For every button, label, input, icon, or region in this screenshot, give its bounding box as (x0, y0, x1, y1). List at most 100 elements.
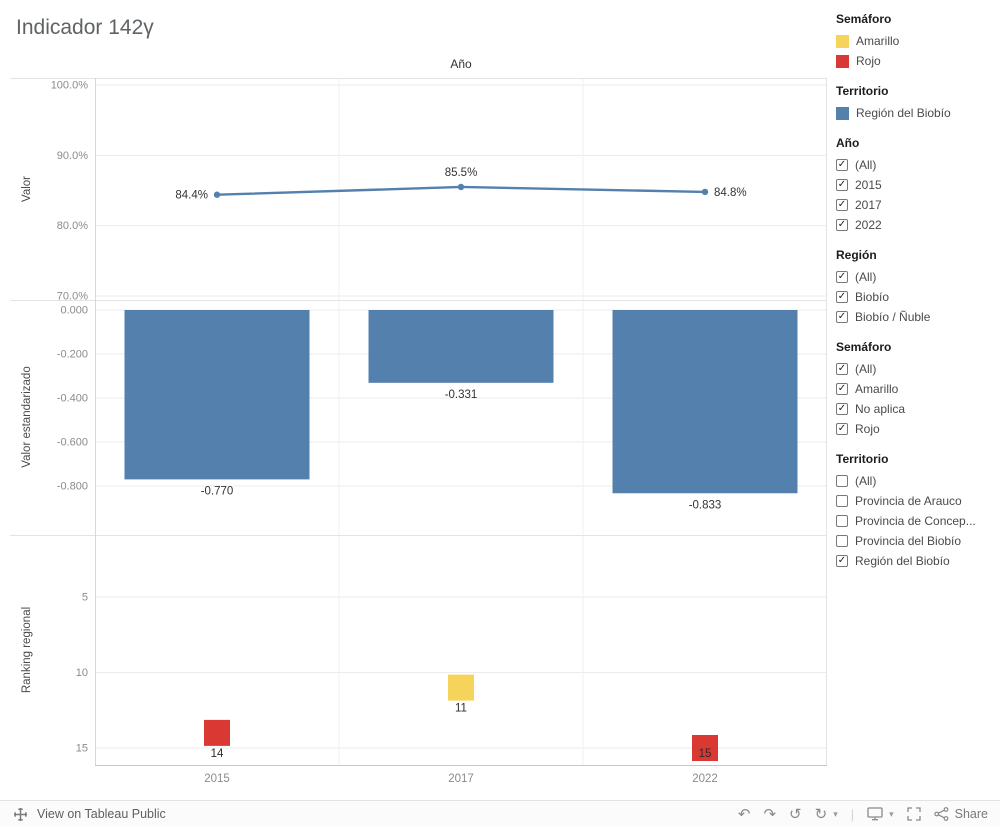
filter-item-rojo[interactable]: ✓ Rojo (836, 419, 998, 439)
item-label: Amarillo (856, 34, 900, 48)
checkbox-checked[interactable]: ✓ (836, 423, 848, 435)
legend-1-territorio: Territorio Región del Biobío (836, 84, 998, 123)
section-title: Semáforo (836, 340, 892, 354)
checkbox-checked[interactable]: ✓ (836, 383, 848, 395)
device-preview-icon[interactable] (867, 807, 883, 821)
checkbox-checked[interactable]: ✓ (836, 555, 848, 567)
legend-item-rojo[interactable]: Rojo (836, 51, 998, 71)
checkbox-checked[interactable]: ✓ (836, 179, 848, 191)
y-axis-title-ranking-regional: Ranking regional (21, 607, 33, 693)
item-label: Biobío / Ñuble (855, 310, 931, 324)
checkbox-checked[interactable]: ✓ (836, 291, 848, 303)
axis-tick-label: -0.600 (57, 437, 88, 449)
redo-icon[interactable]: ↷ (763, 805, 777, 823)
filter-item-biobío[interactable]: ✓ Biobío (836, 287, 998, 307)
item-label: (All) (855, 158, 877, 172)
item-label: (All) (855, 362, 877, 376)
bar-2022[interactable] (612, 310, 798, 494)
charts-canvas: 100.0% 90.0% 80.0% 70.0% 0.000 -0.200 -0.400 -0… (10, 57, 827, 785)
checkbox-checked[interactable]: ✓ (836, 311, 848, 323)
item-label: Región del Biobío (855, 554, 950, 568)
bar-label: -0.331 (445, 389, 478, 401)
item-label: Provincia de Arauco (855, 494, 962, 508)
checkbox-checked[interactable]: ✓ (836, 271, 848, 283)
checkbox-checked[interactable]: ✓ (836, 403, 848, 415)
legend-item-amarillo[interactable]: Amarillo (836, 31, 998, 51)
chevron-down-icon[interactable]: ▾ (833, 808, 838, 819)
filter-item-provincia-de-arauco[interactable]: Provincia de Arauco (836, 491, 998, 511)
checkbox-unchecked[interactable] (836, 515, 848, 527)
valor-point-2022[interactable] (701, 188, 709, 196)
toolbar-right: ↶ ↷ ↺ ↻ ▾ | ▾ (738, 807, 988, 822)
undo-icon[interactable]: ↶ (737, 805, 751, 823)
valor-point-label: 84.4% (175, 190, 208, 202)
filter-3-región: Región ✓ (All) ✓ Biobío ✓ Biobío / Ñuble (836, 248, 998, 327)
axis-tick-label: 80.0% (57, 220, 88, 232)
filter-item-2017[interactable]: ✓ 2017 (836, 195, 998, 215)
valor-point-label: 84.8% (714, 187, 747, 199)
filter-item-2015[interactable]: ✓ 2015 (836, 175, 998, 195)
filter-item-región-del-biobío[interactable]: ✓ Región del Biobío (836, 551, 998, 571)
bar-label: -0.770 (201, 485, 234, 497)
valor-point-2017[interactable] (457, 183, 465, 191)
item-label: Provincia del Biobío (855, 534, 962, 548)
filter-item-2022[interactable]: ✓ 2022 (836, 215, 998, 235)
fullscreen-icon[interactable] (906, 807, 921, 821)
filter-item-provincia-del-biobío[interactable]: Provincia del Biobío (836, 531, 998, 551)
filter-2-año: Año ✓ (All) ✓ 2015 ✓ 2017 ✓ 2022 (836, 136, 998, 235)
valor-point-2015[interactable] (213, 191, 221, 198)
axis-tick-label: 15 (76, 743, 88, 755)
legend-swatch (836, 34, 849, 48)
x-axis-header: Año (450, 57, 472, 71)
checkbox-checked[interactable]: ✓ (836, 159, 848, 171)
item-label: 2015 (855, 178, 882, 192)
legend-swatch (836, 54, 849, 68)
share-button-label: Share (954, 807, 988, 821)
item-label: (All) (855, 270, 877, 284)
filter-item-biobío-ñuble[interactable]: ✓ Biobío / Ñuble (836, 307, 998, 327)
section-title: Territorio (836, 84, 889, 98)
section-title: Semáforo (836, 12, 892, 26)
axis-tick-label: 5 (82, 592, 88, 604)
item-label: Biobío (855, 290, 890, 304)
rank-square-2017[interactable] (448, 674, 474, 701)
bar-2017[interactable] (368, 310, 554, 383)
toolbar-left: View on Tableau Public (12, 806, 166, 823)
filter-item-amarillo[interactable]: ✓ Amarillo (836, 379, 998, 399)
axis-tick-label: 10 (76, 667, 88, 679)
checkbox-checked[interactable]: ✓ (836, 199, 848, 211)
axis-tick-label: -0.800 (57, 481, 88, 493)
item-label: Rojo (856, 54, 881, 68)
filter-item-no-aplica[interactable]: ✓ No aplica (836, 399, 998, 419)
checkbox-checked[interactable]: ✓ (836, 363, 848, 375)
item-label: 2017 (855, 198, 882, 212)
filter-item-all[interactable]: ✓ (All) (836, 267, 998, 287)
legend-item-región-del-biobío[interactable]: Región del Biobío (836, 103, 998, 123)
bottom-toolbar: View on Tableau Public ↶ ↷ ↺ ↻ ▾ | ▾ (0, 800, 1000, 827)
chevron-down-icon[interactable]: ▾ (889, 808, 894, 819)
filter-item-all[interactable]: (All) (836, 471, 998, 491)
filter-4-semáforo: Semáforo ✓ (All) ✓ Amarillo ✓ No aplica ✓ Rojo (836, 340, 998, 439)
toolbar-separator: | (850, 806, 855, 822)
view-on-tableau-public-link[interactable]: View on Tableau Public (37, 807, 166, 821)
refresh-icon[interactable]: ↻ (814, 805, 828, 823)
rank-square-2015[interactable] (204, 719, 230, 746)
share-button[interactable]: Share (933, 807, 988, 821)
checkbox-unchecked[interactable] (836, 495, 848, 507)
replay-icon[interactable]: ↺ (789, 805, 802, 823)
item-label: (All) (855, 474, 877, 488)
rank-square-2022[interactable] (692, 735, 718, 761)
axis-tick-label: 100.0% (51, 80, 89, 92)
bar-label: -0.833 (689, 499, 722, 511)
axis-tick-label: -0.400 (57, 393, 88, 405)
checkbox-unchecked[interactable] (836, 475, 848, 487)
axis-tick-label: 90.0% (57, 150, 88, 162)
filter-item-provincia-de-concep[interactable]: Provincia de Concep... (836, 511, 998, 531)
x-category-label: 2015 (204, 773, 230, 785)
bar-2015[interactable] (124, 310, 310, 480)
checkbox-checked[interactable]: ✓ (836, 219, 848, 231)
filter-item-all[interactable]: ✓ (All) (836, 359, 998, 379)
checkbox-unchecked[interactable] (836, 535, 848, 547)
filter-item-all[interactable]: ✓ (All) (836, 155, 998, 175)
